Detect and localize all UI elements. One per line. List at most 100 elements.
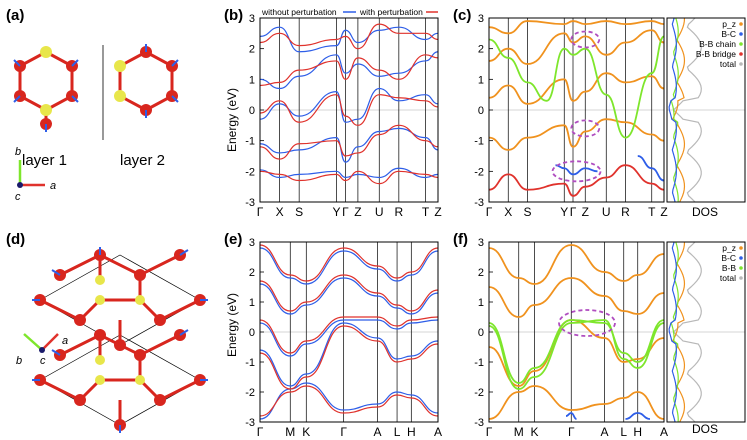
y-tick-label: -2 — [245, 166, 255, 178]
band-line-without-perturbation — [259, 322, 439, 387]
y-tick-label: 0 — [478, 105, 484, 117]
boron-atom — [95, 375, 105, 385]
layer-1-bonds — [18, 50, 74, 112]
axis-c-dot — [17, 182, 23, 188]
k-point-label: Z — [354, 205, 361, 219]
y-tick-label: -1 — [245, 136, 255, 148]
y-tick-label: -2 — [474, 166, 484, 178]
carbon-atom — [114, 339, 126, 351]
k-point-label: X — [276, 205, 284, 219]
y-tick-label: 1 — [478, 297, 484, 309]
y-tick-label: 2 — [478, 267, 484, 279]
band-line-p-z — [488, 118, 665, 151]
legend-entry: B-B chain — [699, 39, 736, 49]
dos-curve — [671, 17, 686, 203]
band-line-p-z — [488, 244, 665, 285]
highlight-ellipse — [551, 160, 602, 183]
y-tick-label: 2 — [478, 44, 484, 56]
dos-label-f: DOS — [692, 422, 718, 436]
dos-curve — [668, 17, 677, 203]
boron-atom — [135, 375, 145, 385]
boron-atom — [40, 104, 52, 116]
y-axis-label-e: Energy (eV) — [225, 293, 239, 357]
y-tick-label: -1 — [474, 357, 484, 369]
y-tick-label: -2 — [474, 387, 484, 399]
axis-a-arrow — [41, 333, 59, 351]
band-line-with-perturbation — [259, 316, 439, 354]
axis-a-label: a — [62, 335, 68, 347]
band-line-b-b-chain — [488, 35, 665, 139]
k-point-label: Γ — [570, 205, 577, 219]
band-line-b-b-bridge — [488, 164, 665, 197]
boron-atom — [95, 275, 105, 285]
y-tick-label: 2 — [249, 44, 255, 56]
k-point-label: H — [407, 425, 416, 439]
carbon-atom — [94, 329, 106, 341]
boron-atom — [95, 295, 105, 305]
highlight-ellipse — [558, 309, 616, 337]
boron-atom — [40, 46, 52, 58]
k-point-label: U — [602, 205, 611, 219]
k-point-label: M — [514, 425, 524, 439]
band-line-with-perturbation — [259, 54, 439, 87]
k-point-label: Γ — [486, 205, 493, 219]
band-line-with-perturbation — [259, 124, 439, 160]
legend-marker — [739, 276, 743, 280]
k-point-label: Γ — [257, 425, 264, 439]
axis-c-dot — [39, 347, 45, 353]
panel-label-f: (f) — [453, 231, 468, 248]
plot-frame — [259, 241, 439, 423]
y-tick-label: -3 — [245, 197, 255, 209]
k-point-label: T — [422, 205, 430, 219]
band-line-with-perturbation — [259, 244, 439, 282]
k-point-label: Y — [560, 205, 568, 219]
carbon-atom — [134, 269, 146, 281]
highlight-ellipse — [570, 119, 601, 138]
dos-frame — [666, 241, 746, 423]
k-point-label: Γ — [568, 425, 575, 439]
y-tick-label: -1 — [245, 357, 255, 369]
band-line-p-z — [488, 277, 665, 318]
k-point-label: A — [660, 425, 668, 439]
legend-marker — [739, 266, 743, 270]
legend-marker — [739, 32, 743, 36]
highlight-ellipse — [570, 30, 601, 49]
structure-a: layer 1 layer 2 b c a — [13, 44, 179, 203]
axes-triad-a: b c a — [15, 146, 56, 203]
displacement-arrows — [145, 44, 179, 118]
legend-marker — [739, 246, 743, 250]
carbon-atom — [154, 314, 166, 326]
y-tick-label: -2 — [245, 387, 255, 399]
band-line-b-c — [565, 412, 577, 420]
carbon-atom — [154, 394, 166, 406]
band-line-b-c — [555, 164, 598, 176]
dos-curve — [671, 241, 686, 423]
legend-marker — [739, 62, 743, 66]
axis-a-label: a — [50, 180, 56, 192]
band-line-without-perturbation — [259, 277, 439, 315]
band-line-p-z — [488, 319, 665, 387]
boron-atom — [135, 295, 145, 305]
layer-2-label: layer 2 — [120, 152, 165, 169]
y-tick-label: -3 — [474, 417, 484, 429]
y-tick-label: 1 — [249, 297, 255, 309]
k-point-label: A — [434, 425, 442, 439]
k-point-label: K — [530, 425, 538, 439]
band-line-p-z — [488, 72, 665, 105]
plot-frame — [488, 17, 665, 203]
legend-marker — [739, 42, 743, 46]
legend-marker — [739, 52, 743, 56]
band-line-without-perturbation — [259, 26, 439, 53]
y-tick-label: 1 — [249, 74, 255, 86]
band-line-b-c — [637, 155, 665, 182]
y-tick-label: 3 — [249, 237, 255, 249]
k-point-label: S — [523, 205, 531, 219]
k-point-label: K — [302, 425, 310, 439]
k-point-label: S — [295, 205, 303, 219]
band-line-p-z — [488, 29, 665, 65]
